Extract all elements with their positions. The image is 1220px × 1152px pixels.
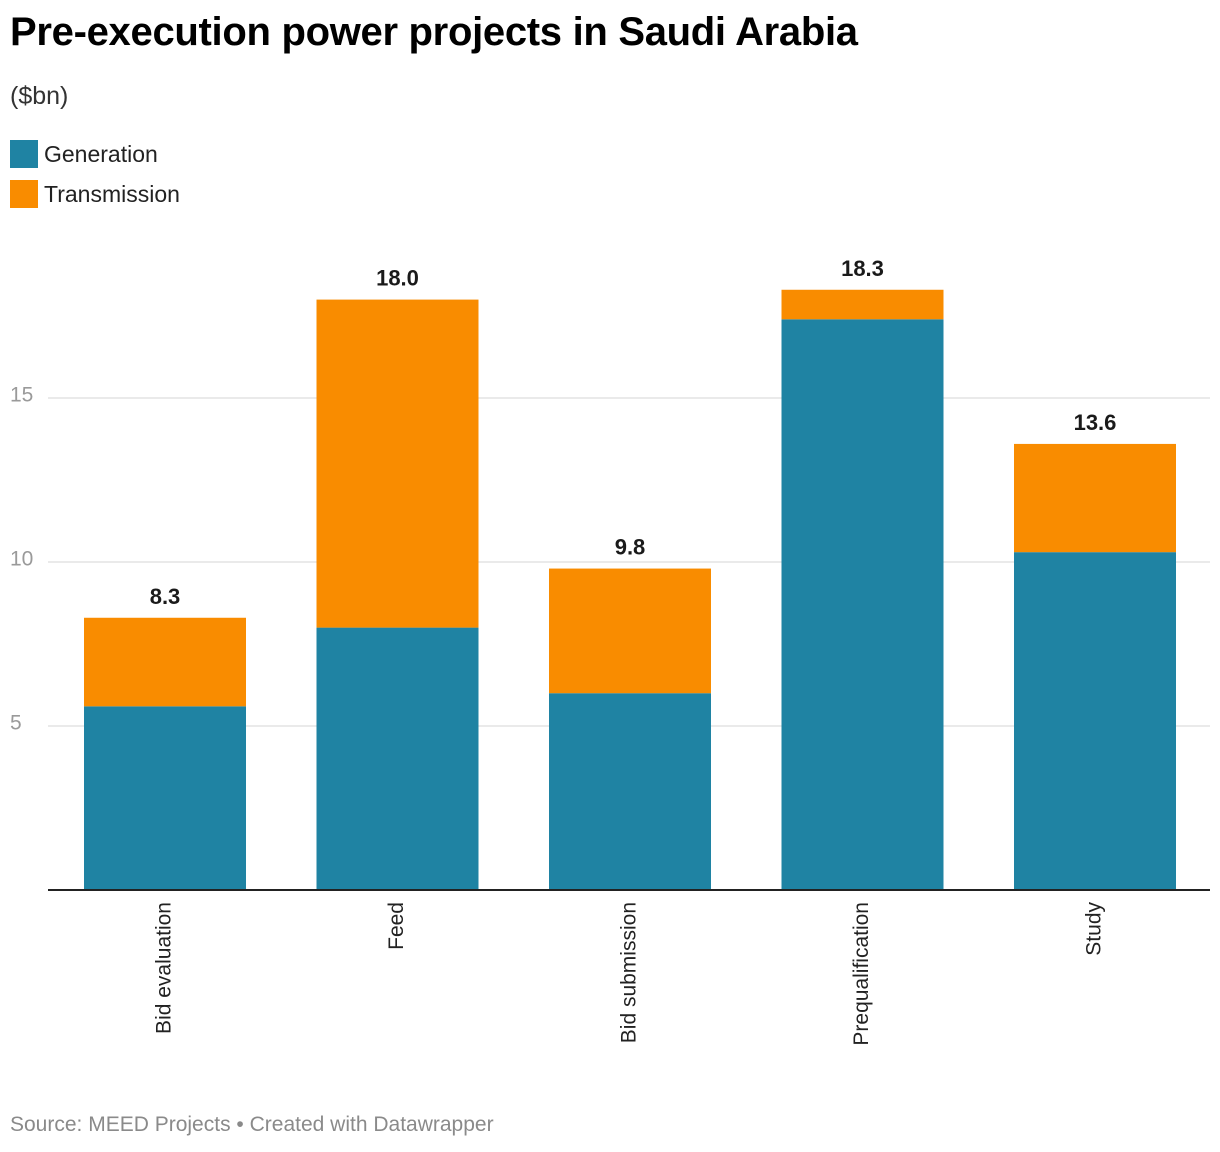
x-tick-label-3: Bid submission <box>618 902 641 1043</box>
bar-generation-1 <box>84 706 246 890</box>
bar-generation-4 <box>781 319 944 890</box>
total-label-5: 13.6 <box>1074 410 1117 435</box>
bar-generation-5 <box>1014 552 1176 890</box>
total-label-1: 8.3 <box>150 584 181 609</box>
bar-transmission-3 <box>549 568 711 694</box>
bar-generation-2 <box>316 627 479 890</box>
chart-title: Pre-execution power projects in Saudi Ar… <box>10 10 858 54</box>
legend-item-generation: Generation <box>10 134 180 174</box>
x-tick-label-1: Bid evaluation <box>153 902 176 1034</box>
bar-transmission-2 <box>316 299 479 628</box>
bar-transmission-5 <box>1014 443 1176 553</box>
footer: Source: MEED Projects • Created with Dat… <box>10 1113 494 1137</box>
bar-chart: 5 10 15 8.3 Bid evaluation 18.0 Feed 9.8 Bid sub… <box>10 256 1210 1046</box>
legend-swatch-transmission <box>10 180 38 208</box>
legend: Generation Transmission <box>10 134 180 214</box>
credit-note: Created with Datawrapper <box>249 1113 494 1136</box>
bar-transmission-4 <box>781 289 944 320</box>
y-tick-label-15: 15 <box>10 384 33 407</box>
legend-swatch-generation <box>10 140 38 168</box>
bar-generation-3 <box>549 693 711 890</box>
legend-label-transmission: Transmission <box>44 180 180 207</box>
x-tick-label-5: Study <box>1083 902 1106 956</box>
y-tick-label-5: 5 <box>10 712 22 735</box>
legend-label-generation: Generation <box>44 140 158 167</box>
x-tick-label-4: Prequalification <box>850 902 873 1046</box>
y-tick-label-10: 10 <box>10 548 33 571</box>
total-label-4: 18.3 <box>841 256 884 281</box>
x-tick-label-2: Feed <box>385 902 408 950</box>
total-label-2: 18.0 <box>376 266 419 291</box>
total-label-3: 9.8 <box>615 535 646 560</box>
bar-transmission-1 <box>84 617 246 707</box>
footer-separator: • <box>236 1113 244 1136</box>
legend-item-transmission: Transmission <box>10 174 180 214</box>
source-note: Source: MEED Projects <box>10 1113 231 1136</box>
chart-subtitle: ($bn) <box>10 82 69 110</box>
